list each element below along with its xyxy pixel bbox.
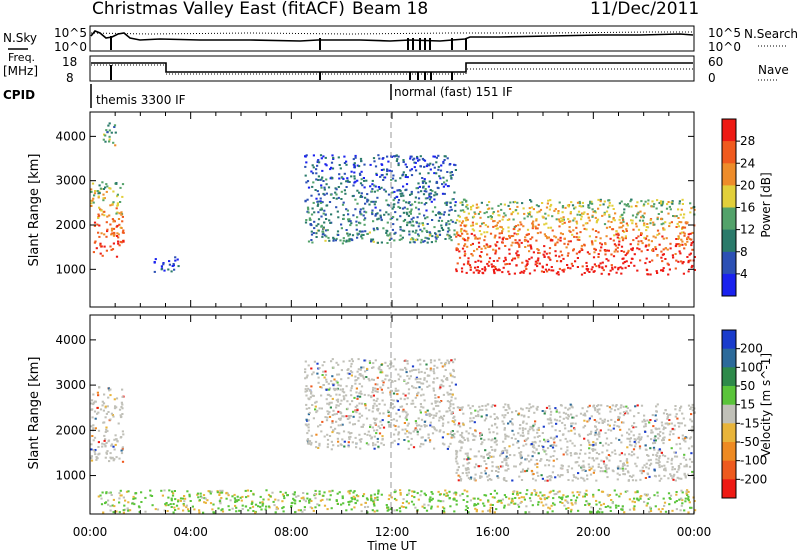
date-label: 11/Dec/2011 xyxy=(590,0,699,19)
freq-dropouts xyxy=(110,65,453,80)
colorbar-swatch xyxy=(722,367,736,387)
freq-trace xyxy=(91,62,693,73)
x-tick-label: 20:00 xyxy=(576,525,611,539)
freq-tick-bottom: 8 xyxy=(66,71,74,85)
nsearch-trace xyxy=(90,31,693,35)
colorbar-swatch xyxy=(722,273,736,297)
velocity-echo-region xyxy=(97,489,697,514)
nave-tick-bottom: 0 xyxy=(708,71,716,85)
colorbar-tick-label: 15 xyxy=(740,398,755,412)
time-axis-title: Time UT xyxy=(366,539,417,553)
y-tick-label: 4000 xyxy=(55,129,86,143)
colorbar-tick-label: 16 xyxy=(740,201,755,215)
velocity-axes: 1000 2000 3000 4000 xyxy=(55,315,695,514)
colorbar-tick-label: 4 xyxy=(740,267,748,281)
colorbar-swatch xyxy=(722,442,736,462)
y-tick-label: 1000 xyxy=(55,262,86,276)
nsearch-tick-top: 10^5 xyxy=(708,26,741,40)
time-axis-labels: 00:00 04:00 08:00 12:00 16:00 20:00 00:00 xyxy=(73,525,712,539)
nsearch-label: N.Search xyxy=(744,27,798,41)
colorbar-frame xyxy=(721,329,737,499)
power-axes: 1000 2000 3000 4000 xyxy=(55,112,695,307)
power-ylabel: Slant Range [km] xyxy=(27,154,42,267)
cpid-label: CPID xyxy=(3,88,35,102)
x-tick-label: 04:00 xyxy=(173,525,208,539)
velocity-colorbar-label: Velocity [m s^-1] xyxy=(759,353,773,457)
velocity-echo-region xyxy=(90,386,125,463)
cpid-mode-0: themis 3300 IF xyxy=(96,93,186,107)
y-tick-label: 1000 xyxy=(55,469,86,483)
cpid-mode-1: normal (fast) 151 IF xyxy=(394,85,513,99)
power-echo-region xyxy=(90,181,125,258)
colorbar-swatch xyxy=(722,251,736,275)
nave-trace xyxy=(91,64,693,75)
chart-title: Christmas Valley East (fitACF) xyxy=(92,0,345,19)
y-tick-label: 3000 xyxy=(55,378,86,392)
colorbar-swatch xyxy=(722,163,736,186)
y-tick-label: 3000 xyxy=(55,174,86,188)
colorbar-swatch xyxy=(722,207,736,231)
colorbar-swatch xyxy=(722,404,736,424)
nsky-tick-bottom: 10^0 xyxy=(54,40,87,54)
colorbar-tick-label: -50 xyxy=(740,435,760,449)
freq-label: Freq. xyxy=(8,51,35,64)
colorbar-swatch xyxy=(722,479,736,499)
colorbar-tick-label: -15 xyxy=(740,416,760,430)
nsky-tick-top: 10^5 xyxy=(54,26,87,40)
nsky-dropouts xyxy=(110,36,467,50)
colorbar-tick-label: 28 xyxy=(740,134,755,148)
beam-label: Beam 18 xyxy=(352,0,428,19)
power-echo-region xyxy=(455,198,696,276)
freq-tick-top: 18 xyxy=(62,55,77,69)
freq-unit: [MHz] xyxy=(3,64,38,78)
colorbar-swatch xyxy=(722,348,736,368)
colorbar-tick-label: 50 xyxy=(740,379,755,393)
colorbar-tick-label: 24 xyxy=(740,156,755,170)
power-echo-layer xyxy=(90,122,696,276)
nsky-label: N.Sky xyxy=(3,31,37,45)
freq-panel-frame xyxy=(89,55,695,82)
colorbar-tick-label: -100 xyxy=(740,454,767,468)
colorbar-tick-label: 12 xyxy=(740,223,755,237)
colorbar-tick-label: 20 xyxy=(740,178,755,192)
nsky-panel-frame xyxy=(89,25,695,52)
velocity-echo-layer xyxy=(90,358,697,514)
power-colorbar: 4 8 12 16 20 24 28 xyxy=(721,118,755,297)
x-tick-label: 00:00 xyxy=(73,525,108,539)
velocity-colorbar: 200 100 50 15 -15 -50 -100 -200 xyxy=(721,329,767,499)
x-tick-label: 08:00 xyxy=(274,525,309,539)
colorbar-swatch xyxy=(722,185,736,208)
colorbar-swatch xyxy=(722,460,736,480)
colorbar-swatch xyxy=(722,386,736,406)
colorbar-tick-label: 8 xyxy=(740,245,748,259)
velocity-ylabel: Slant Range [km] xyxy=(27,357,42,470)
x-tick-label: 00:00 xyxy=(677,525,712,539)
y-tick-label: 2000 xyxy=(55,218,86,232)
nave-tick-top: 60 xyxy=(708,55,723,69)
nsky-trace xyxy=(90,30,694,42)
x-tick-label: 12:00 xyxy=(375,525,410,539)
nave-label: Nave xyxy=(758,63,789,77)
power-colorbar-label: Power [dB] xyxy=(759,172,773,237)
velocity-echo-region xyxy=(454,403,696,482)
colorbar-swatch xyxy=(722,229,736,253)
y-tick-label: 4000 xyxy=(55,333,86,347)
power-echo-region xyxy=(153,256,180,273)
colorbar-swatch xyxy=(722,423,736,443)
velocity-panel-frame xyxy=(89,314,695,515)
velocity-echo-region xyxy=(304,358,457,451)
colorbar-swatch xyxy=(722,119,736,142)
colorbar-swatch xyxy=(722,141,736,164)
y-tick-label: 2000 xyxy=(55,423,86,437)
colorbar-tick-label: -200 xyxy=(740,472,767,486)
colorbar-swatch xyxy=(722,330,736,350)
colorbar-tick-label: 200 xyxy=(740,342,763,356)
x-tick-label: 16:00 xyxy=(475,525,510,539)
nsearch-tick-bottom: 10^0 xyxy=(708,40,741,54)
colorbar-tick-label: 100 xyxy=(740,360,763,374)
power-echo-region xyxy=(102,122,117,147)
power-echo-region xyxy=(304,154,457,245)
